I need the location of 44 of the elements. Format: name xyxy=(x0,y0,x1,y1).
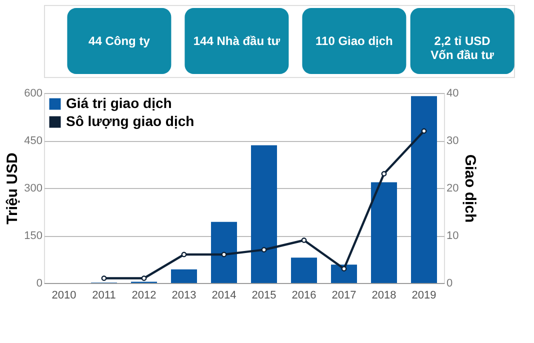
x-tick-label: 2017 xyxy=(332,290,356,302)
x-tick-label: 2012 xyxy=(132,290,156,302)
y-tick-label: 150 xyxy=(24,230,42,242)
point xyxy=(301,238,307,243)
x-tick-label: 2011 xyxy=(92,290,116,302)
bar xyxy=(291,258,317,283)
point xyxy=(181,252,187,258)
y-axis-title: Triệu USD xyxy=(4,152,22,224)
y2-tick-label: 20 xyxy=(446,182,459,194)
y2-tick-label: 40 xyxy=(446,88,459,100)
point xyxy=(221,252,227,258)
bar xyxy=(411,96,437,283)
text: 2,2 tỉ USD Vốn đầu tư xyxy=(430,34,494,62)
point xyxy=(141,276,147,281)
legend-label: Giá trị giao dịch xyxy=(66,95,172,111)
point xyxy=(101,276,107,281)
bar xyxy=(211,222,237,283)
point xyxy=(381,171,387,176)
y2-tick-label: 30 xyxy=(446,135,459,147)
x-tick-label: 2015 xyxy=(252,290,276,302)
point xyxy=(261,247,267,252)
x-tick-label: 2018 xyxy=(372,290,396,302)
y2-tick-label: 10 xyxy=(446,230,459,242)
x-tick-label: 2013 xyxy=(172,290,196,302)
y-tick-label: 300 xyxy=(24,182,42,194)
x-tick-label: 2014 xyxy=(212,290,236,302)
y-tick-label: 0 xyxy=(36,278,42,290)
y-tick-label: 600 xyxy=(24,88,42,100)
bar xyxy=(251,145,277,283)
legend-label: Sô lượng giao dịch xyxy=(66,113,194,129)
y2-axis-title: Giao dịch xyxy=(462,154,479,223)
text: 44 Công ty xyxy=(88,34,150,48)
point xyxy=(421,128,427,134)
point xyxy=(341,266,347,272)
bar xyxy=(331,264,357,283)
text: 144 Nhà đầu tư xyxy=(193,34,280,48)
x-tick-label: 2019 xyxy=(412,290,436,302)
y-tick-label: 450 xyxy=(24,135,42,147)
bar xyxy=(371,182,397,283)
y2-tick-label: 0 xyxy=(446,278,453,290)
text: 110 Giao dịch xyxy=(316,34,393,48)
x-tick-label: 2010 xyxy=(52,290,76,302)
x-tick-label: 2016 xyxy=(292,290,316,302)
bar xyxy=(171,269,197,283)
